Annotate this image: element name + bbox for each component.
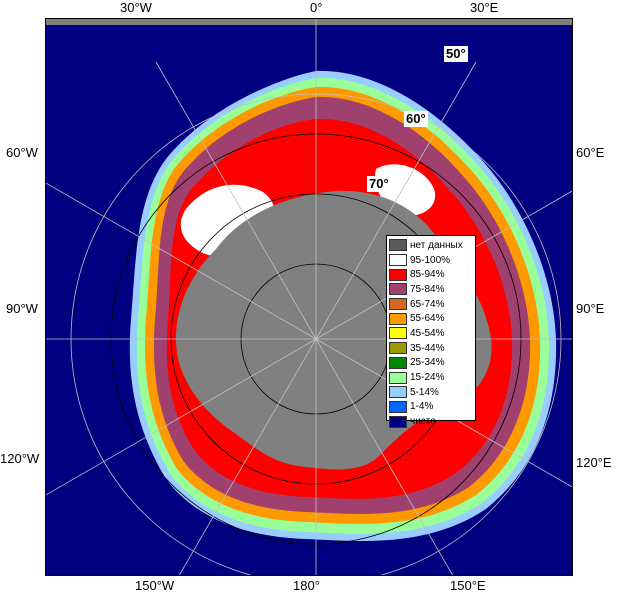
legend: нет данных 95-100% 85-94% 75-84% 65-74% 55-64…	[386, 235, 476, 428]
lon-label-120e: 120°E	[576, 455, 612, 470]
legend-item: 35-44%	[389, 341, 475, 356]
legend-item: чисто	[389, 414, 475, 429]
legend-item: 1-4%	[389, 400, 475, 415]
legend-item: 45-54%	[389, 326, 475, 341]
legend-swatch	[389, 312, 407, 325]
lat-label-50: 50°	[444, 46, 468, 62]
legend-swatch	[389, 356, 407, 369]
lon-label-30e: 30°E	[470, 0, 499, 15]
legend-label: 65-74%	[410, 298, 445, 310]
lon-label-180: 180°	[293, 578, 320, 593]
legend-item: 75-84%	[389, 282, 475, 297]
legend-label: 25-34%	[410, 357, 445, 369]
lat-label-70: 70°	[367, 176, 391, 192]
legend-label: 35-44%	[410, 342, 445, 354]
legend-item: нет данных	[389, 238, 475, 253]
legend-label: 75-84%	[410, 283, 445, 295]
legend-item: 5-14%	[389, 385, 475, 400]
lon-label-60e: 60°E	[576, 145, 605, 160]
legend-swatch	[389, 400, 407, 413]
legend-item: 85-94%	[389, 267, 475, 282]
map-frame: нет данных 95-100% 85-94% 75-84% 65-74% 55-64…	[45, 18, 573, 576]
legend-swatch	[389, 283, 407, 296]
legend-label: 15-24%	[410, 372, 445, 384]
lon-label-150w: 150°W	[135, 578, 175, 593]
legend-swatch	[389, 298, 407, 311]
legend-swatch	[389, 239, 407, 252]
lon-label-90w: 90°W	[6, 301, 38, 316]
legend-swatch	[389, 386, 407, 399]
legend-swatch	[389, 415, 407, 428]
legend-swatch	[389, 327, 407, 340]
legend-swatch	[389, 371, 407, 384]
legend-item: 95-100%	[389, 253, 475, 268]
legend-label: 95-100%	[410, 254, 451, 266]
legend-label: 85-94%	[410, 269, 445, 281]
no-data-strip	[46, 19, 572, 25]
legend-label: чисто	[410, 416, 436, 428]
lon-label-30w: 30°W	[120, 0, 152, 15]
legend-item: 15-24%	[389, 370, 475, 385]
lon-label-60w: 60°W	[6, 145, 38, 160]
legend-item: 65-74%	[389, 297, 475, 312]
legend-label: 5-14%	[410, 386, 439, 398]
legend-label: 45-54%	[410, 327, 445, 339]
lon-label-120w: 120°W	[0, 451, 40, 466]
lat-label-60: 60°	[404, 111, 428, 127]
legend-item: 55-64%	[389, 311, 475, 326]
legend-swatch	[389, 268, 407, 281]
sea-ice-map	[46, 19, 572, 575]
legend-label: 1-4%	[410, 401, 434, 413]
legend-label: 55-64%	[410, 313, 445, 325]
lon-label-150e: 150°E	[450, 578, 486, 593]
legend-swatch	[389, 342, 407, 355]
lon-label-90e: 90°E	[576, 301, 605, 316]
legend-swatch	[389, 254, 407, 267]
legend-item: 25-34%	[389, 356, 475, 371]
lon-label-0: 0°	[310, 0, 323, 15]
legend-label: нет данных	[410, 239, 463, 251]
